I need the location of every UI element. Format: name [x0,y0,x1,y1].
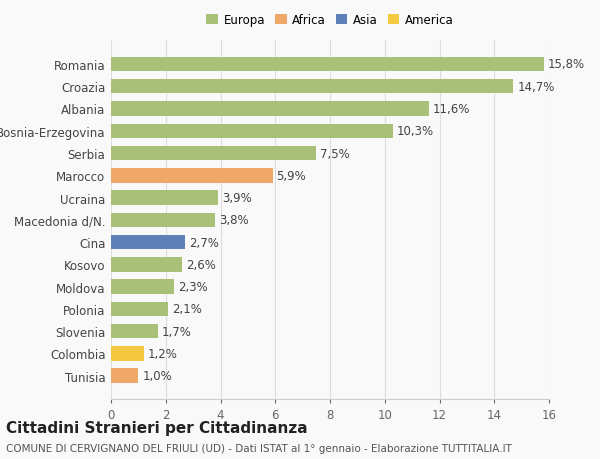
Text: Cittadini Stranieri per Cittadinanza: Cittadini Stranieri per Cittadinanza [6,420,308,435]
Text: 15,8%: 15,8% [548,58,585,71]
Bar [111,280,174,294]
Bar [111,369,139,383]
Text: 2,7%: 2,7% [189,236,219,249]
Text: COMUNE DI CERVIGNANO DEL FRIULI (UD) - Dati ISTAT al 1° gennaio - Elaborazione T: COMUNE DI CERVIGNANO DEL FRIULI (UD) - D… [6,443,512,453]
Bar [111,102,428,117]
Bar [111,324,158,339]
Bar [111,57,544,72]
Bar [111,80,514,94]
Text: 2,6%: 2,6% [186,258,216,271]
Text: 3,9%: 3,9% [222,191,251,205]
Bar [111,347,144,361]
Text: 5,9%: 5,9% [277,169,307,182]
Text: 1,2%: 1,2% [148,347,178,360]
Text: 10,3%: 10,3% [397,125,434,138]
Text: 3,8%: 3,8% [219,214,249,227]
Bar [111,124,393,139]
Text: 11,6%: 11,6% [433,103,470,116]
Bar [111,146,316,161]
Text: 2,3%: 2,3% [178,280,208,293]
Bar [111,168,272,183]
Bar [111,235,185,250]
Text: 7,5%: 7,5% [320,147,350,160]
Text: 1,7%: 1,7% [161,325,191,338]
Bar [111,257,182,272]
Bar [111,213,215,228]
Text: 1,0%: 1,0% [142,369,172,382]
Bar [111,191,218,205]
Bar [111,302,169,316]
Text: 14,7%: 14,7% [518,80,555,94]
Text: 2,1%: 2,1% [173,302,202,316]
Legend: Europa, Africa, Asia, America: Europa, Africa, Asia, America [203,11,457,29]
